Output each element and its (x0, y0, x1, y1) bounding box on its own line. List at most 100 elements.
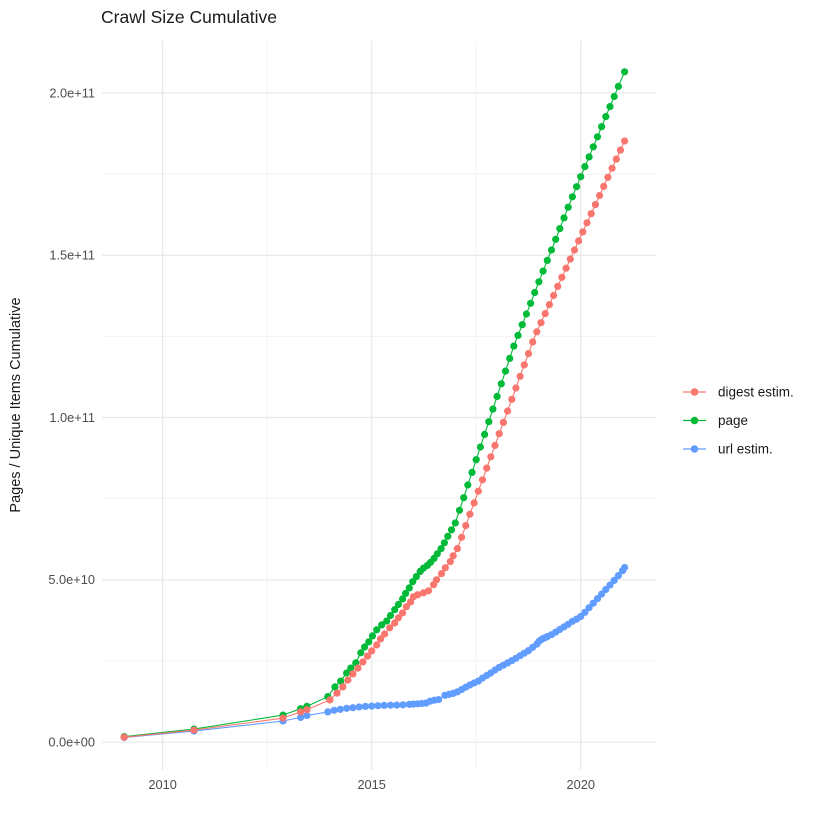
data-point (501, 367, 510, 375)
data-point (585, 604, 593, 612)
series-url-estim (120, 563, 629, 742)
legend-key-dot-icon (690, 388, 699, 396)
data-point (541, 310, 549, 318)
data-point (343, 669, 351, 677)
data-point (470, 499, 478, 507)
data-point (412, 573, 420, 581)
legend-item: page (683, 413, 748, 428)
data-point (543, 256, 551, 264)
data-point (337, 677, 345, 685)
data-point (579, 228, 587, 236)
data-point (621, 563, 629, 572)
data-point (518, 321, 526, 329)
data-point (374, 702, 382, 710)
data-point (441, 564, 449, 572)
data-point (610, 576, 618, 585)
data-point (344, 676, 352, 684)
data-point (405, 584, 413, 592)
data-point (587, 210, 595, 218)
data-point (589, 143, 597, 151)
data-point (554, 282, 562, 290)
data-point (568, 193, 577, 201)
series-line (124, 140, 626, 738)
data-point (378, 621, 386, 629)
legend-item: url estim. (683, 442, 773, 457)
data-point (440, 539, 448, 547)
data-point (504, 407, 512, 415)
data-point (386, 701, 395, 709)
data-point (497, 380, 505, 388)
legend-key-dot-icon (690, 416, 699, 425)
data-point (602, 585, 610, 594)
data-point (581, 608, 589, 616)
data-point (533, 328, 541, 336)
data-point (433, 550, 441, 558)
data-point (399, 609, 407, 617)
data-point (606, 581, 614, 589)
data-point (380, 701, 388, 710)
grid-major-lines (102, 41, 656, 770)
data-point (558, 273, 566, 281)
axis-tick-labels: 2010 2015 2020 0.0e+00 5.0e+10 1.0e+11 1.5e+11… (48, 85, 595, 792)
data-point (585, 153, 593, 161)
series-page (120, 68, 629, 741)
data-point (453, 545, 461, 553)
data-point (349, 670, 357, 678)
data-point (621, 137, 629, 145)
data-point (608, 164, 616, 172)
data-point (437, 570, 446, 578)
data-point (478, 476, 487, 484)
data-point (359, 658, 367, 666)
legend: digest estim. page url estim. (683, 385, 794, 457)
data-point (591, 201, 600, 209)
data-point (455, 506, 464, 514)
data-point (596, 191, 604, 200)
data-point (537, 319, 545, 327)
data-point (612, 155, 620, 163)
data-point (472, 456, 480, 464)
data-point (324, 708, 332, 716)
data-point (447, 526, 456, 534)
data-point (573, 183, 581, 191)
data-point (577, 173, 585, 181)
data-point (491, 441, 499, 449)
data-point (485, 418, 493, 426)
data-point (602, 113, 610, 121)
data-point (336, 705, 344, 713)
data-point (606, 103, 614, 111)
data-point (331, 683, 339, 691)
data-point (487, 453, 495, 461)
data-point (535, 278, 543, 286)
data-point (373, 641, 381, 649)
data-point (391, 619, 399, 627)
data-point (581, 163, 589, 171)
legend-key-dot-icon (690, 445, 699, 453)
data-point (391, 606, 399, 614)
y-tick-label: 1.5e+11 (49, 248, 95, 263)
data-point (545, 301, 554, 309)
data-point (474, 487, 482, 495)
data-point (575, 237, 583, 245)
data-point (529, 338, 537, 346)
data-point (339, 683, 347, 691)
data-point (365, 638, 373, 646)
data-point (393, 701, 401, 709)
data-point (520, 361, 528, 369)
data-point (531, 288, 539, 297)
data-point (355, 703, 363, 711)
data-point (303, 711, 311, 720)
data-point (386, 624, 394, 632)
data-point (357, 649, 365, 657)
data-point (493, 392, 501, 400)
data-point (368, 702, 376, 710)
data-point (361, 643, 369, 651)
data-point (363, 652, 372, 660)
legend-label: url estim. (718, 442, 773, 457)
data-point (466, 510, 474, 518)
x-tick-label: 2015 (357, 777, 385, 792)
data-point (522, 310, 531, 318)
data-point (527, 299, 535, 307)
series-digest-estim (120, 137, 629, 741)
